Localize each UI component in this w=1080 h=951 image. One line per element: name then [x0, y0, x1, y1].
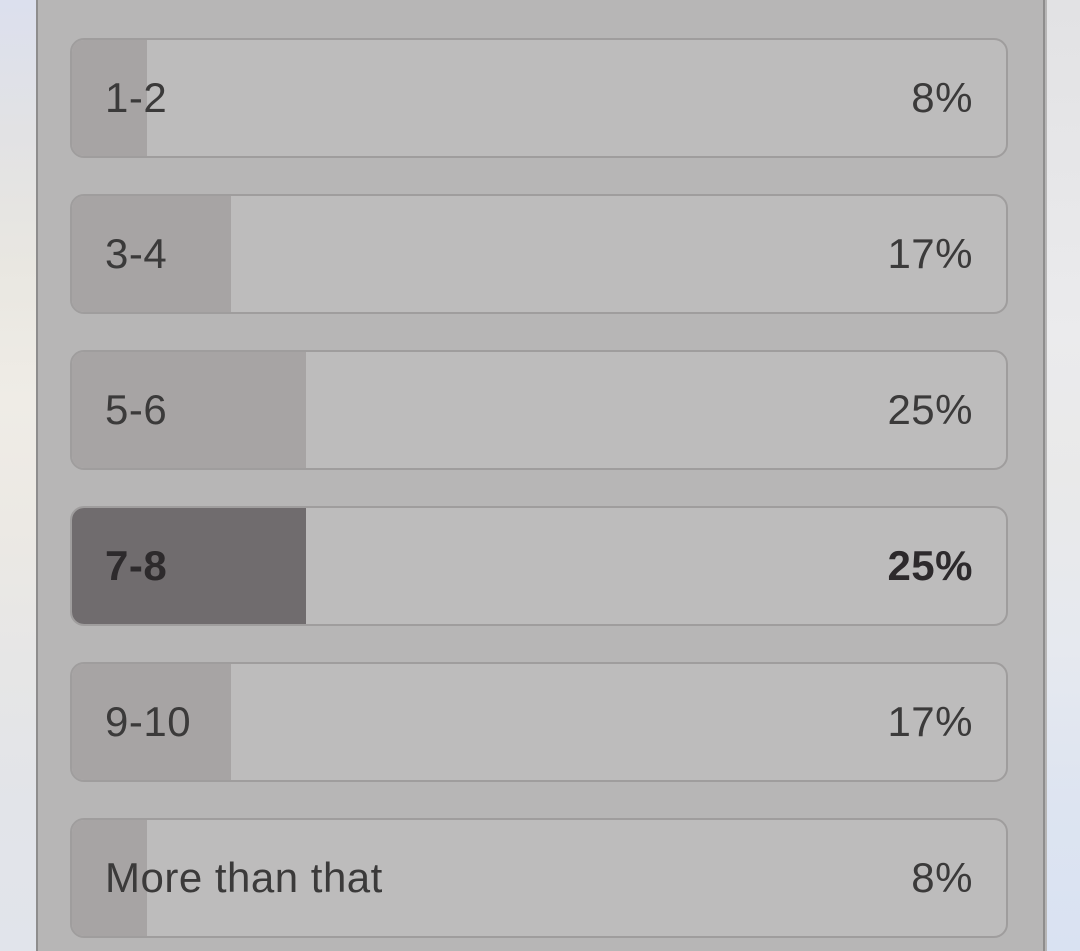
- option-row[interactable]: 3-4 17%: [70, 194, 1008, 314]
- option-percent: 8%: [911, 74, 973, 121]
- option-label: 3-4: [105, 230, 168, 277]
- page-background-right: [1047, 0, 1080, 951]
- option-label: 9-10: [105, 698, 192, 745]
- option-fill: [72, 40, 147, 156]
- option-percent: 8%: [911, 854, 973, 901]
- option-fill: [72, 352, 306, 468]
- option-percent: 17%: [887, 698, 973, 745]
- option-fill: [72, 196, 231, 312]
- option-label: 5-6: [105, 386, 168, 433]
- option-fill: [72, 508, 306, 624]
- option-percent: 25%: [887, 386, 973, 433]
- option-row[interactable]: 1-2 8%: [70, 38, 1008, 158]
- option-percent: 17%: [887, 230, 973, 277]
- option-row[interactable]: 7-8 25%: [70, 506, 1008, 626]
- option-row[interactable]: More than that 8%: [70, 818, 1008, 938]
- option-label: 1-2: [105, 74, 168, 121]
- option-fill: [72, 664, 231, 780]
- option-label: More than that: [105, 854, 383, 901]
- option-label: 7-8: [105, 542, 168, 589]
- option-fill: [72, 820, 147, 936]
- option-row[interactable]: 9-10 17%: [70, 662, 1008, 782]
- option-row[interactable]: 5-6 25%: [70, 350, 1008, 470]
- option-percent: 25%: [887, 542, 973, 589]
- page-background-left: [0, 0, 36, 951]
- poll-results-panel: 1-2 8% 3-4 17% 5-6 25% 7-8 25% 9-10 17% …: [36, 0, 1045, 951]
